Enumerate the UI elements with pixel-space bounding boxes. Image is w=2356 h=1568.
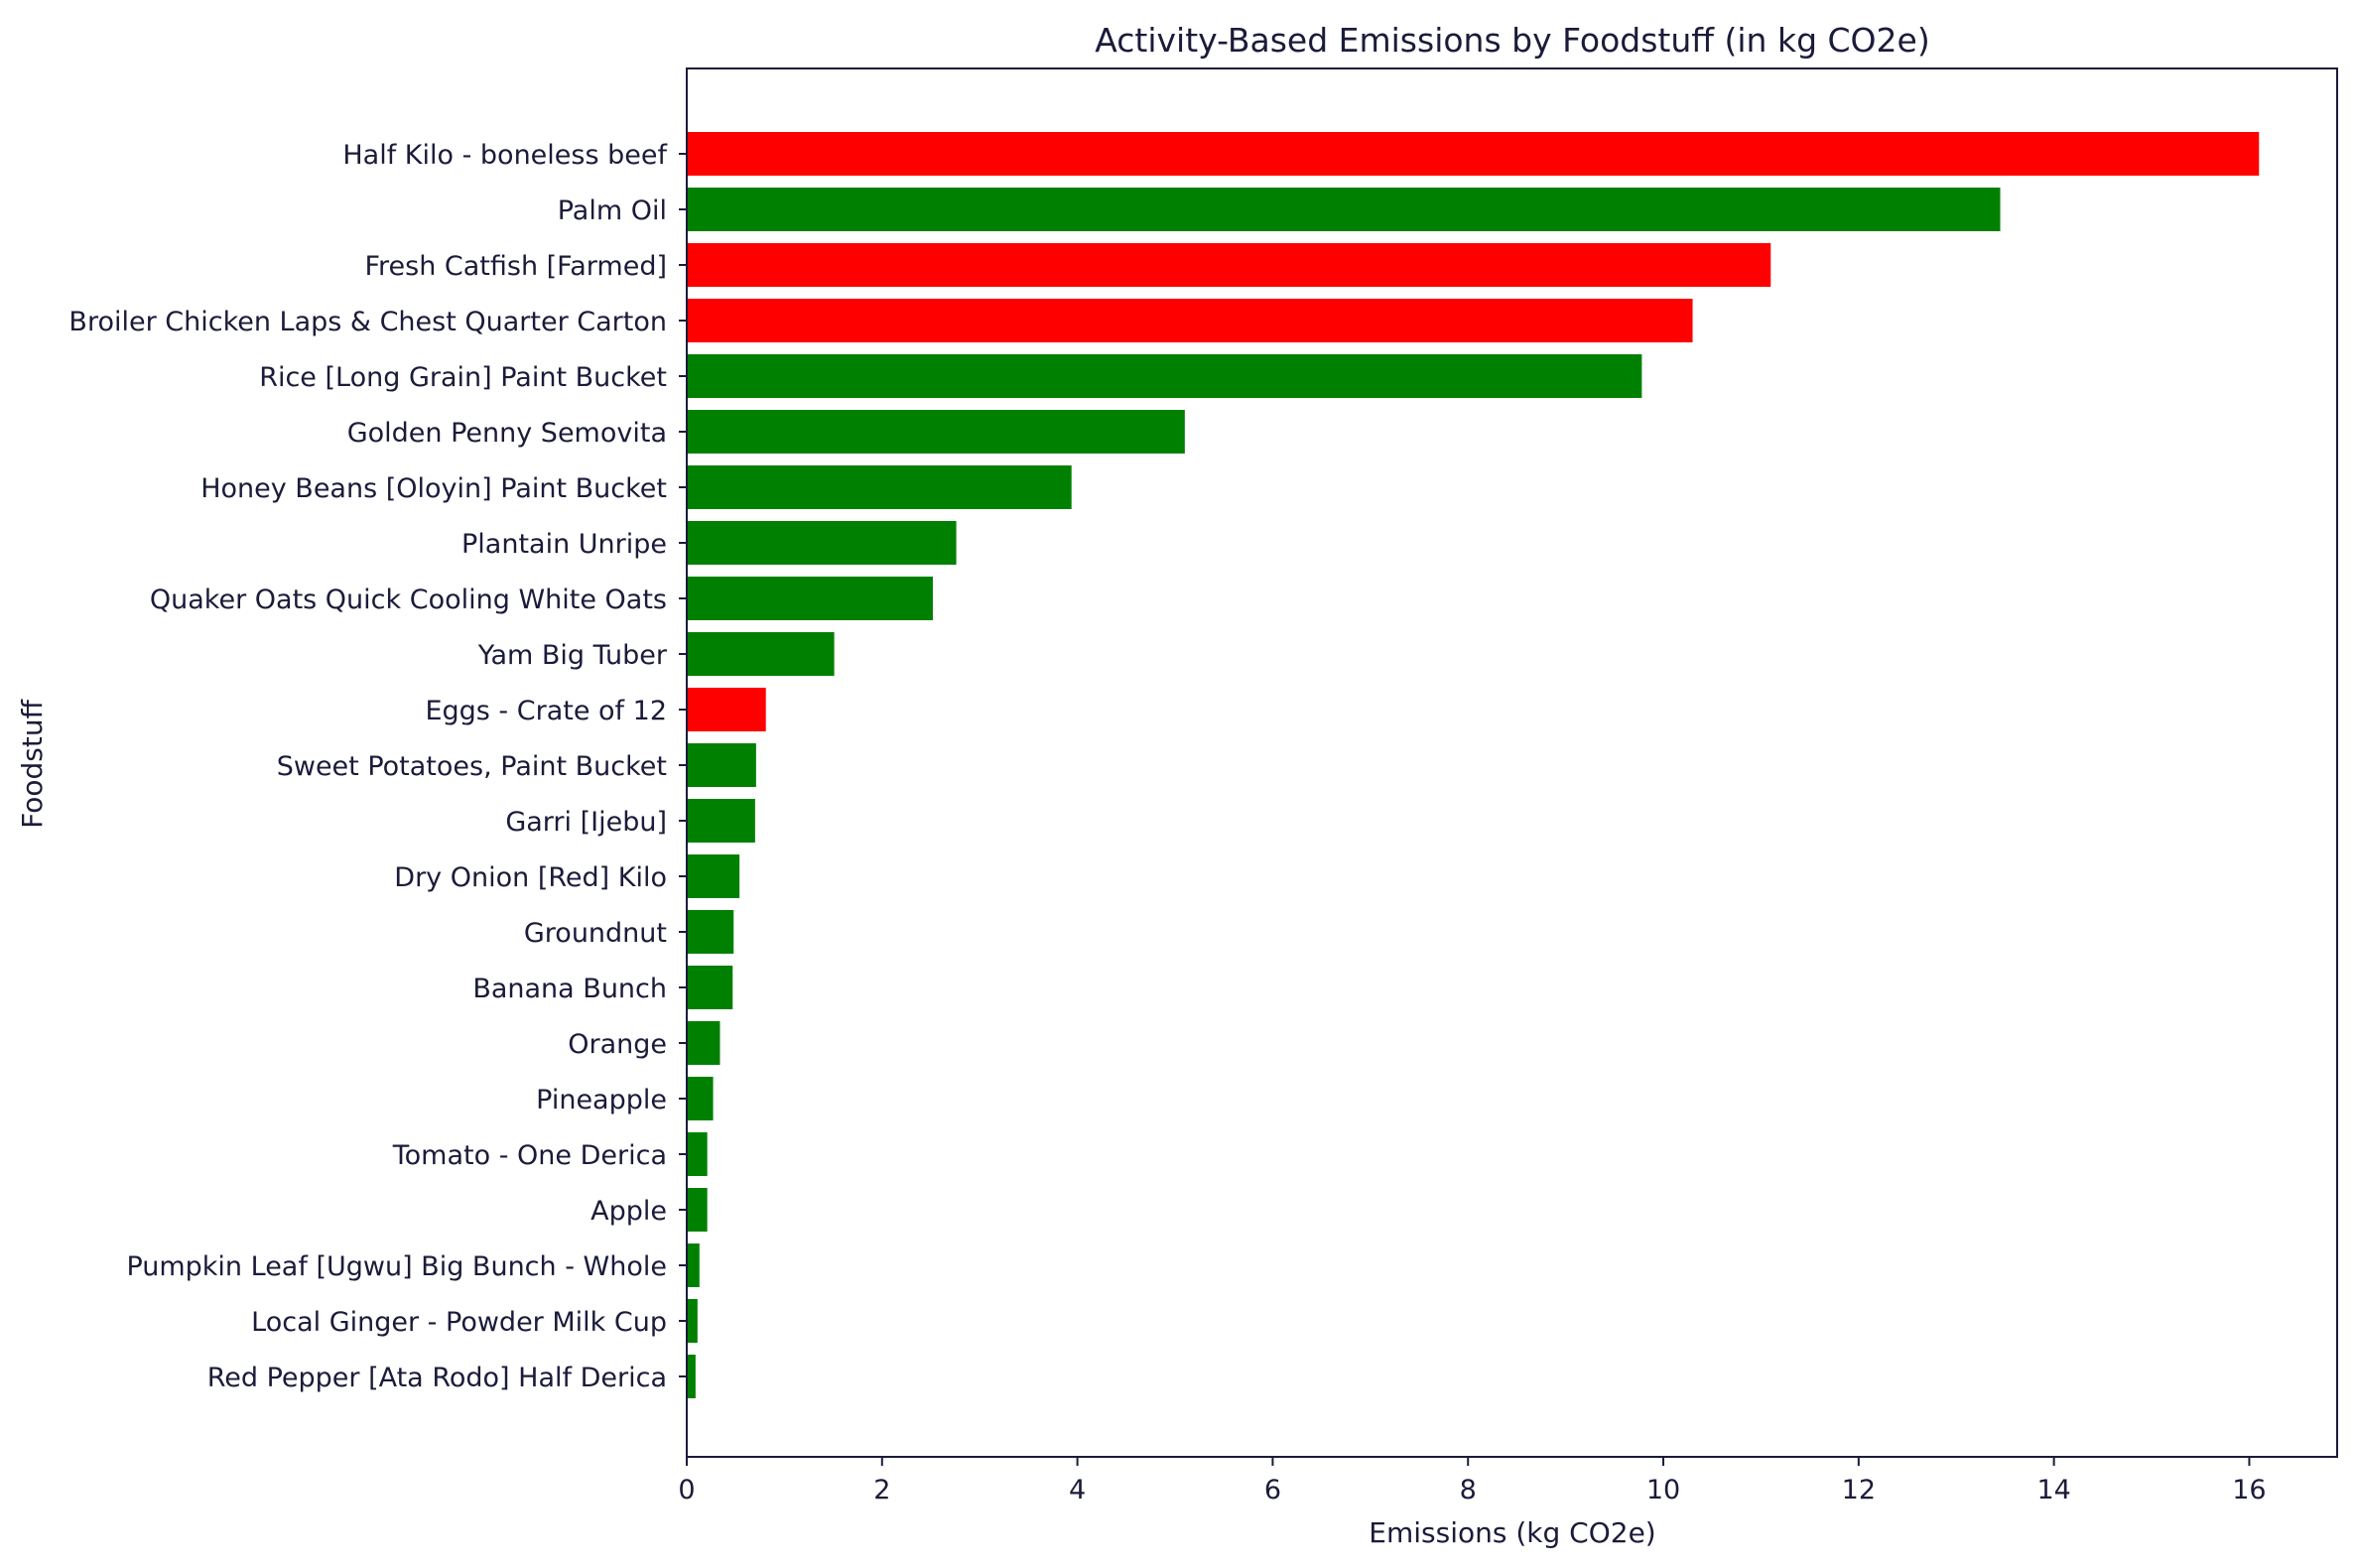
bars-group bbox=[687, 132, 2260, 1398]
category-label: Fresh Catfish [Farmed] bbox=[364, 251, 667, 282]
x-tick-label: 6 bbox=[1264, 1475, 1281, 1505]
category-labels-group: Half Kilo - boneless beef Palm Oil Fresh C… bbox=[68, 140, 687, 1393]
bar bbox=[687, 465, 1072, 509]
bar bbox=[687, 966, 733, 1009]
category-label: Rice [Long Grain] Paint Bucket bbox=[259, 362, 667, 393]
bar bbox=[687, 799, 755, 843]
category-label: Banana Bunch bbox=[472, 974, 667, 1004]
category-label: Garri [Ijebu] bbox=[505, 807, 667, 838]
category-label: Plantain Unripe bbox=[461, 529, 667, 560]
x-tick-label: 12 bbox=[1842, 1475, 1876, 1505]
bar bbox=[687, 1299, 698, 1343]
x-tick-label: 14 bbox=[2036, 1475, 2070, 1505]
category-label: Tomato - One Derica bbox=[392, 1140, 667, 1171]
bar bbox=[687, 1188, 708, 1232]
y-axis-label: Foodstuff bbox=[16, 699, 49, 828]
bar bbox=[687, 243, 1771, 287]
plot-frame bbox=[686, 67, 2338, 1458]
x-ticks-group: 0 2 4 6 8 10 12 14 16 bbox=[678, 1457, 2267, 1505]
x-tick-label: 2 bbox=[873, 1475, 890, 1505]
category-label: Pineapple bbox=[536, 1085, 667, 1115]
category-label: Half Kilo - boneless beef bbox=[342, 140, 668, 171]
bar bbox=[687, 688, 766, 731]
category-label: Yam Big Tuber bbox=[477, 640, 668, 671]
bar bbox=[687, 632, 835, 676]
category-label: Pumpkin Leaf [Ugwu] Big Bunch - Whole bbox=[126, 1251, 667, 1282]
bar bbox=[687, 299, 1693, 342]
category-label: Eggs - Crate of 12 bbox=[425, 696, 667, 726]
bar bbox=[687, 577, 933, 620]
x-tick-label: 10 bbox=[1646, 1475, 1680, 1505]
x-tick-label: 8 bbox=[1460, 1475, 1477, 1505]
bar bbox=[687, 854, 740, 898]
bar bbox=[687, 188, 2001, 231]
bar bbox=[687, 1243, 700, 1287]
category-label: Orange bbox=[568, 1029, 667, 1060]
category-label: Groundnut bbox=[524, 918, 667, 949]
bar bbox=[687, 910, 734, 954]
bar bbox=[687, 743, 756, 787]
category-label: Red Pepper [Ata Rodo] Half Derica bbox=[207, 1363, 667, 1393]
bar bbox=[687, 410, 1185, 454]
category-label: Dry Onion [Red] Kilo bbox=[394, 862, 667, 893]
category-label: Quaker Oats Quick Cooling White Oats bbox=[150, 585, 667, 615]
x-tick-label: 4 bbox=[1069, 1475, 1086, 1505]
category-label: Local Ginger - Powder Milk Cup bbox=[251, 1307, 667, 1338]
bar bbox=[687, 1132, 708, 1176]
bar bbox=[687, 1355, 696, 1398]
bar bbox=[687, 1077, 714, 1120]
category-label: Sweet Potatoes, Paint Bucket bbox=[277, 751, 667, 782]
bar bbox=[687, 1021, 720, 1065]
x-tick-label: 16 bbox=[2232, 1475, 2266, 1505]
category-label: Broiler Chicken Laps & Chest Quarter Car… bbox=[68, 307, 667, 337]
category-label: Honey Beans [Oloyin] Paint Bucket bbox=[200, 473, 667, 504]
chart-title: Activity-Based Emissions by Foodstuff (i… bbox=[1095, 21, 1929, 60]
category-label: Golden Penny Semovita bbox=[347, 418, 667, 449]
category-label: Palm Oil bbox=[558, 196, 667, 226]
x-tick-label: 0 bbox=[678, 1475, 695, 1505]
bar bbox=[687, 354, 1642, 398]
category-label: Apple bbox=[590, 1196, 667, 1227]
bar bbox=[687, 521, 957, 565]
bar bbox=[687, 132, 2260, 176]
x-axis-label: Emissions (kg CO2e) bbox=[1369, 1516, 1655, 1549]
